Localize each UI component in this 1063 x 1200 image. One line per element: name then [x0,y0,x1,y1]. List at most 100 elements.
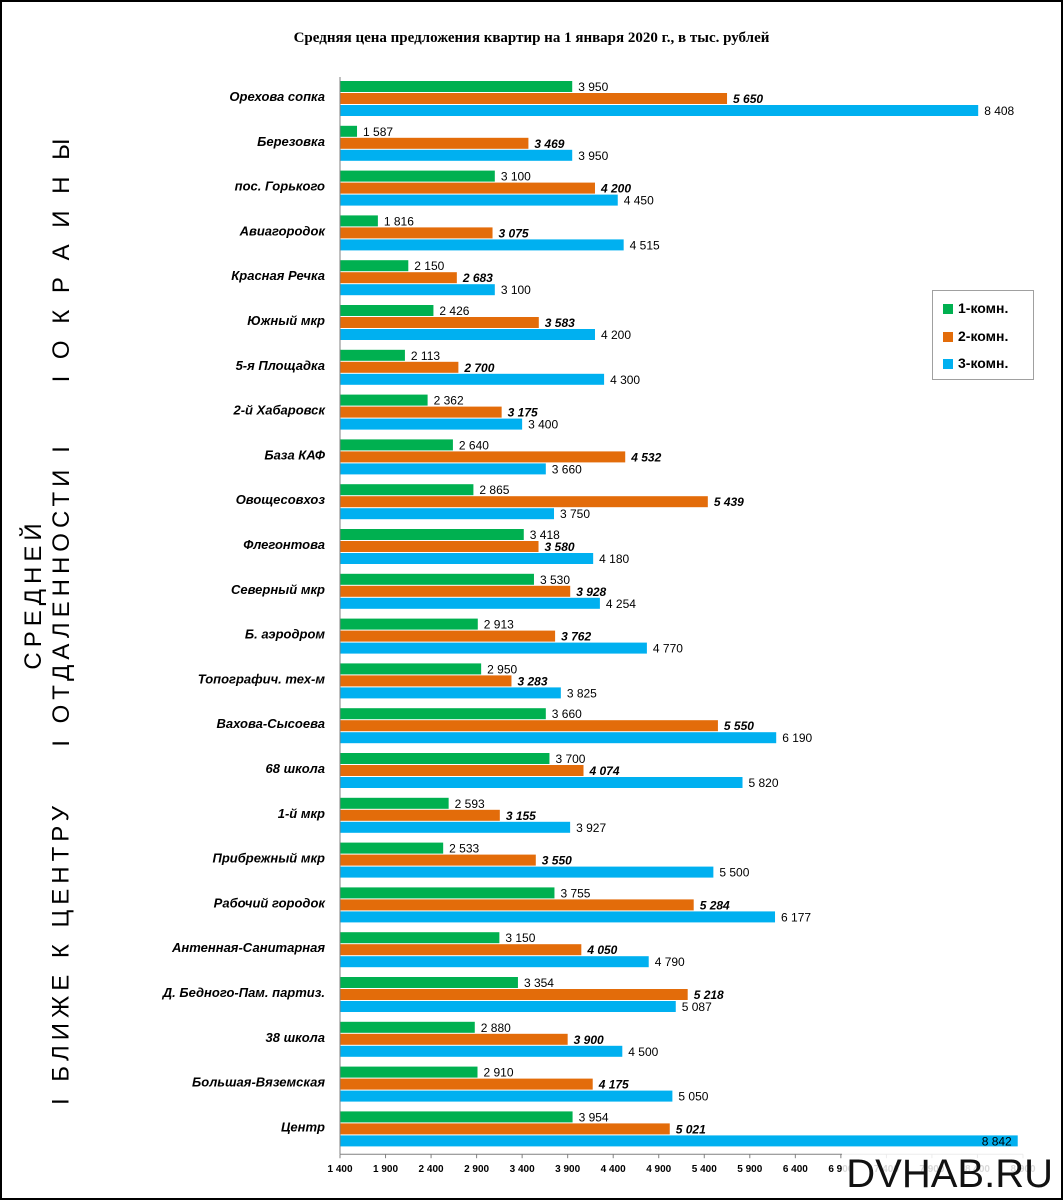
data-label: 2 950 [487,662,517,676]
category-label: Вахова-Сысоева [216,716,325,731]
data-label: 5 021 [676,1122,706,1136]
data-label: 4 074 [589,764,620,778]
bar-2-komn [340,182,595,194]
bar-2-komn [340,809,500,821]
data-label: 2 113 [411,349,440,363]
data-label: 5 439 [714,495,744,509]
bar-3-komn [340,329,595,340]
legend-item-2-komn: 2-комн. [943,327,1008,345]
data-label: 3 580 [545,540,575,554]
group-label-srednei: СРЕДНЕЙ I ОТДАЛЕННОСТИ I [20,437,76,751]
bar-1-komn [340,663,482,675]
bar-3-komn [340,373,605,385]
bar-1-komn [340,932,500,944]
bar-1-komn [340,1021,475,1033]
group-label-line: СРЕДНЕЙ [20,518,47,670]
data-label: 3 660 [552,707,582,721]
data-label: 3 418 [530,528,560,542]
category-label: 5-я Площадка [236,358,325,373]
data-label: 4 450 [624,194,654,208]
bar-3-komn [340,194,618,206]
bar-1-komn [340,215,378,227]
x-tick-label: 5 400 [692,1164,717,1175]
bar-2-komn [340,227,493,239]
bar-3-komn [340,508,555,520]
data-label: 3 469 [534,137,564,151]
bar-1-komn [340,394,428,406]
category-label: Рабочий городок [214,895,327,910]
bar-3-komn [340,149,573,161]
data-label: 3 660 [552,462,582,476]
data-label: 2 362 [434,394,464,408]
data-label: 4 500 [628,1045,658,1059]
data-label: 5 650 [733,92,763,106]
data-label: 8 842 [982,1134,1012,1148]
data-label: 3 175 [508,406,538,420]
legend-label: 2-комн. [958,328,1009,344]
bar-3-komn [340,553,594,564]
bar-2-komn [340,854,536,866]
data-label: 3 283 [517,674,547,688]
bar-1-komn [340,797,449,809]
data-label: 1 816 [384,214,414,228]
bar-3-komn [340,687,561,699]
bar-3-komn [340,597,600,609]
bar-2-komn [340,765,584,776]
category-label: Прибрежный мкр [212,851,325,866]
category-label: Большая-Вяземская [192,1075,325,1090]
data-label: 3 954 [579,1110,609,1124]
data-label: 3 762 [561,630,591,644]
category-label: Авиагородок [239,223,327,238]
bar-3-komn [340,866,714,878]
data-label: 3 950 [578,80,608,94]
bar-2-komn [340,451,626,463]
bar-1-komn [340,349,405,361]
legend: 1-комн. 2-комн. 3-комн. [932,290,1034,380]
bar-2-komn [340,361,459,373]
bar-3-komn [340,418,523,430]
data-label: 2 683 [462,271,493,285]
data-label: 2 865 [479,483,509,497]
data-label: 4 050 [586,943,617,957]
bar-1-komn [340,842,444,854]
category-label: База КАФ [264,447,325,462]
bar-2-komn [340,989,688,1000]
data-label: 3 530 [540,573,570,587]
data-label: 2 700 [463,361,494,375]
bar-2-komn [340,272,457,284]
data-label: 2 910 [484,1066,514,1080]
x-tick-label: 3 400 [510,1164,535,1175]
bar-3-komn [340,105,979,116]
x-tick-label: 6 400 [783,1164,808,1175]
category-label: 2-й Хабаровск [232,403,326,418]
category-label: пос. Горького [235,179,325,194]
data-label: 4 515 [630,238,660,252]
data-label: 3 550 [542,854,572,868]
bar-2-komn [340,1078,593,1090]
data-label: 3 928 [576,585,606,599]
data-label: 3 950 [578,149,608,163]
bar-1-komn [340,170,495,182]
category-label: Красная Речка [231,268,325,283]
data-label: 1 587 [363,125,393,139]
bar-2-komn [340,899,694,911]
data-label: 4 200 [600,182,631,196]
bar-2-komn [340,630,556,642]
category-label: Южный мкр [247,313,325,328]
category-label: 68 школа [266,761,325,776]
category-label: Орехова сопка [229,89,325,104]
bar-1-komn [340,573,534,585]
x-tick-label: 6 900 [828,1164,853,1175]
data-label: 2 150 [414,259,444,273]
data-label: 6 190 [782,731,812,745]
data-label: 3 583 [545,316,575,330]
watermark: DVHAB.RU [842,1152,1057,1196]
bar-2-komn [340,585,571,597]
bar-1-komn [340,260,409,272]
bar-2-komn [340,541,539,552]
legend-item-1-komn: 1-комн. [943,299,1008,317]
bar-1-komn [340,305,434,316]
data-label: 4 200 [601,328,631,342]
bar-3-komn [340,956,649,968]
